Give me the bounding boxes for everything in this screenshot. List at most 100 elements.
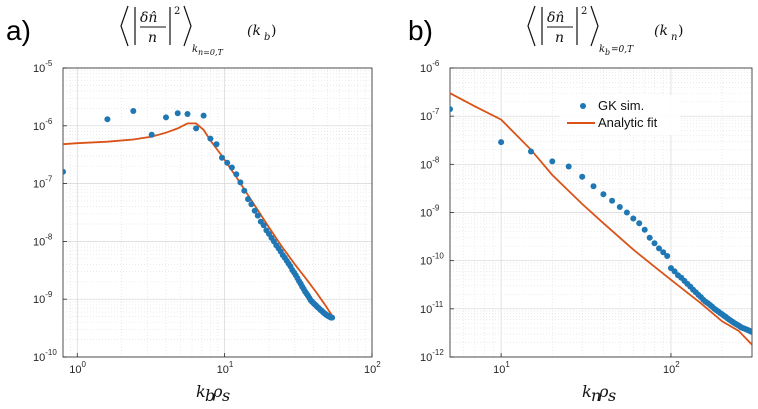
sim-point-a xyxy=(237,179,244,186)
sim-point-a xyxy=(207,135,214,142)
sim-point-a xyxy=(228,164,235,171)
sim-point-a xyxy=(245,196,251,203)
formula-b-denominator: n xyxy=(555,30,564,46)
fit-line-b xyxy=(450,92,752,346)
sim-point-b xyxy=(646,234,653,241)
ytick-label-b: 10-12 xyxy=(420,348,444,364)
axes-box-a xyxy=(62,67,373,358)
grid-a xyxy=(62,67,373,358)
ytick-label-a: 10-7 xyxy=(33,175,53,191)
ytick-label-a: 10-10 xyxy=(33,348,57,364)
panel-a-letter: a) xyxy=(6,15,31,46)
formula-a-var-sub: b xyxy=(264,32,270,43)
legend-sim-label: GK sim. xyxy=(598,98,644,113)
sim-point-a xyxy=(63,168,66,175)
sim-point-b xyxy=(641,226,648,233)
svg-text:ρ: ρ xyxy=(212,382,223,401)
sim-point-a xyxy=(233,171,240,178)
sim-point-b xyxy=(549,158,556,165)
formula-a-sub2: n=0,T xyxy=(198,48,223,57)
xtick-label-a: 100 xyxy=(69,360,86,376)
ytick-label-b: 10-6 xyxy=(420,59,440,75)
sim-point-b xyxy=(616,204,623,210)
svg-text:b: b xyxy=(205,386,215,405)
sim-point-b xyxy=(498,139,505,146)
svg-text:ρ: ρ xyxy=(598,382,609,401)
formula-a-var-close: ) xyxy=(271,23,276,39)
formula-b-var-close: ) xyxy=(678,23,683,39)
formula-b-numerator: δn̂ xyxy=(547,10,564,26)
formula-a-exponent: 2 xyxy=(174,6,180,17)
formula-b-sub2: b xyxy=(605,48,610,57)
sim-point-a xyxy=(224,159,231,166)
svg-text:s: s xyxy=(222,386,230,405)
chart-panel-a: 100 101 102 10-10 10-9 10-8 10-7 10-6 10-5 xyxy=(33,59,381,376)
formula-a-var: (k xyxy=(247,23,261,39)
ytick-label-b: 10-10 xyxy=(420,252,444,268)
sim-point-a xyxy=(248,201,255,208)
legend-sim-marker xyxy=(580,103,586,109)
ytick-label-a: 10-8 xyxy=(33,232,53,248)
ytick-label-a: 10-6 xyxy=(33,117,53,133)
panel-b-letter: b) xyxy=(408,15,433,46)
sim-point-a xyxy=(193,125,200,132)
formula-a-numerator: δn̂ xyxy=(140,10,157,26)
formula-b-exponent: 2 xyxy=(581,6,587,17)
sim-point-a xyxy=(163,114,169,121)
formula-a-sub1: k xyxy=(192,44,198,55)
sim-point-b xyxy=(623,209,630,216)
ytick-label-a: 10-5 xyxy=(33,59,53,75)
chart-panel-b: 101 102 10-12 10-11 10-10 10-9 10-8 10-7 10-6 xyxy=(420,59,753,376)
sim-point-b xyxy=(600,191,607,198)
svg-text:k: k xyxy=(196,382,206,401)
panel-b-xlabel: k n ρ s xyxy=(582,382,616,405)
sim-point-b xyxy=(450,106,453,113)
svg-text:s: s xyxy=(608,386,616,405)
sim-point-a xyxy=(254,212,261,219)
formula-b-sub3: =0,T xyxy=(611,45,634,55)
ytick-label-b: 10-11 xyxy=(420,300,444,316)
panel-a-xlabel: k b ρ s xyxy=(196,382,230,405)
sim-point-b xyxy=(664,253,671,259)
sim-point-b xyxy=(630,215,637,222)
xtick-label-a: 101 xyxy=(217,360,234,376)
sim-point-a xyxy=(148,131,155,138)
ytick-label-b: 10-9 xyxy=(420,204,440,220)
sim-point-a xyxy=(241,187,248,194)
xtick-label-a: 102 xyxy=(364,360,381,376)
sim-point-b xyxy=(651,240,658,247)
sim-point-b xyxy=(565,163,572,170)
formula-b-var: (k xyxy=(654,23,668,39)
panel-a-title: δn̂ n 2 k n=0,T (k b ) xyxy=(120,5,276,57)
xtick-label-b: 101 xyxy=(493,360,510,376)
sim-point-a xyxy=(251,207,258,214)
sim-point-a xyxy=(104,116,111,123)
sim-point-b xyxy=(636,220,643,227)
sim-point-b xyxy=(609,197,616,204)
formula-b-sub1: k xyxy=(599,44,605,55)
sim-point-b xyxy=(579,173,586,180)
sim-point-a xyxy=(213,141,220,148)
sim-point-a xyxy=(130,108,137,114)
formula-a-denominator: n xyxy=(148,30,157,46)
ytick-label-b: 10-8 xyxy=(420,155,440,171)
fit-line-a xyxy=(63,122,333,317)
ytick-label-b: 10-7 xyxy=(420,107,440,123)
sim-point-a xyxy=(260,222,267,229)
svg-text:k: k xyxy=(582,382,592,401)
formula-b-var-sub: n xyxy=(671,32,677,43)
legend: GK sim. Analytic fit xyxy=(560,95,680,135)
svg-text:n: n xyxy=(591,386,601,405)
sim-point-b xyxy=(660,249,667,256)
sim-point-a xyxy=(184,111,191,117)
sim-point-a xyxy=(174,110,181,117)
sim-point-a xyxy=(200,112,207,119)
legend-fit-label: Analytic fit xyxy=(598,115,658,130)
panel-b-title: δn̂ n 2 k b =0,T (k n ) xyxy=(527,5,683,57)
sim-point-b xyxy=(590,183,597,190)
sim-point-a xyxy=(219,154,225,161)
sim-point-b xyxy=(656,245,662,252)
sim-point-a xyxy=(329,314,336,321)
sim-point-b xyxy=(528,148,534,155)
